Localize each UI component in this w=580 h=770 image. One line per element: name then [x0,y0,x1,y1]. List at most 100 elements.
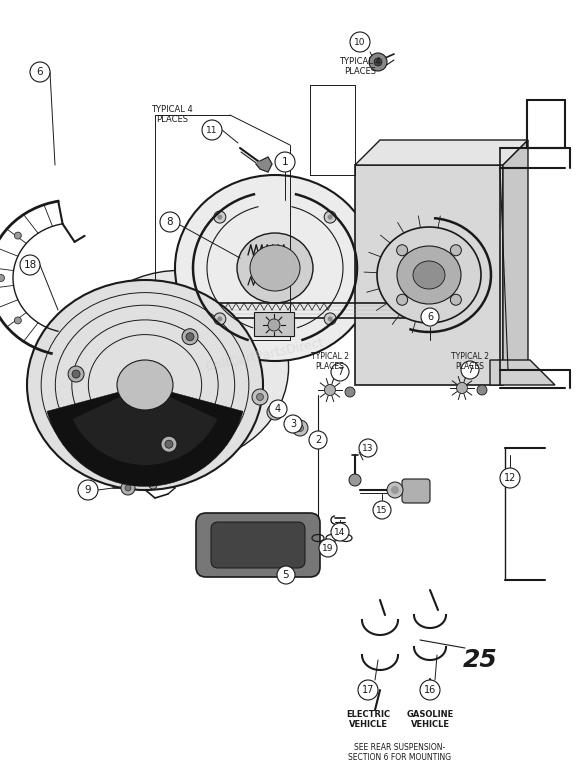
Circle shape [160,212,180,232]
Circle shape [328,215,333,219]
Text: TYPICAL 4
PLACES: TYPICAL 4 PLACES [339,57,381,76]
Text: 9: 9 [85,485,91,495]
Circle shape [358,680,378,700]
Circle shape [296,424,303,431]
Ellipse shape [377,227,481,323]
Polygon shape [256,157,272,172]
Polygon shape [503,140,528,385]
Text: 11: 11 [206,126,218,135]
Circle shape [186,333,194,341]
Text: SEE REAR SUSPENSION-
SECTION 6 FOR MOUNTING: SEE REAR SUSPENSION- SECTION 6 FOR MOUNT… [349,743,452,762]
Circle shape [72,370,80,378]
Circle shape [324,384,335,396]
FancyBboxPatch shape [402,479,430,503]
Circle shape [0,274,5,282]
Circle shape [252,389,268,405]
Text: 13: 13 [362,444,374,453]
Circle shape [451,294,461,305]
Circle shape [461,361,479,379]
Circle shape [324,211,336,223]
Ellipse shape [413,261,445,289]
Text: 8: 8 [166,217,173,227]
Circle shape [269,400,287,418]
Circle shape [268,319,280,331]
FancyBboxPatch shape [355,165,503,385]
Circle shape [121,481,135,495]
Ellipse shape [237,233,313,303]
Text: TYPICAL 2
PLACES: TYPICAL 2 PLACES [451,352,489,371]
Text: GolfCartPartsDirect: GolfCartPartsDirect [205,336,325,374]
Text: 7: 7 [337,367,343,377]
Ellipse shape [397,246,461,304]
Circle shape [500,468,520,488]
Circle shape [387,482,403,498]
Text: 14: 14 [334,527,346,537]
Text: TYPICAL 2
PLACES: TYPICAL 2 PLACES [311,352,349,371]
Circle shape [78,480,98,500]
Circle shape [256,393,263,400]
Circle shape [218,316,222,321]
Circle shape [68,366,84,382]
Text: 25: 25 [463,648,498,672]
FancyBboxPatch shape [211,522,305,568]
Circle shape [359,439,377,457]
Circle shape [165,440,173,448]
Circle shape [349,474,361,486]
Text: 3: 3 [290,419,296,429]
Text: 4: 4 [275,404,281,414]
Wedge shape [47,385,243,487]
Circle shape [14,317,21,324]
Circle shape [421,308,439,326]
Polygon shape [355,140,528,165]
FancyBboxPatch shape [196,513,320,577]
Circle shape [319,539,337,557]
Circle shape [214,313,226,325]
Circle shape [477,385,487,395]
Circle shape [202,120,222,140]
Circle shape [149,481,157,489]
Circle shape [397,245,408,256]
Circle shape [331,363,349,381]
Circle shape [277,566,295,584]
Text: 10: 10 [354,38,366,46]
Circle shape [373,501,391,519]
Circle shape [161,436,177,452]
Circle shape [451,245,461,256]
Text: 12: 12 [504,473,516,483]
Circle shape [350,32,370,52]
Text: 16: 16 [424,685,436,695]
Text: 6: 6 [37,67,44,77]
Circle shape [284,415,302,433]
Circle shape [20,255,40,275]
Text: 18: 18 [23,260,37,270]
Circle shape [328,316,333,321]
Ellipse shape [250,245,300,291]
Ellipse shape [27,280,263,490]
Ellipse shape [117,360,173,410]
Circle shape [275,152,295,172]
Text: 15: 15 [376,505,388,514]
Circle shape [292,420,308,436]
Circle shape [391,486,399,494]
Circle shape [331,523,349,541]
Circle shape [218,215,222,219]
Text: ELECTRIC
VEHICLE: ELECTRIC VEHICLE [346,710,390,729]
Circle shape [456,383,467,393]
Circle shape [267,404,283,420]
Circle shape [214,211,226,223]
Wedge shape [72,385,218,465]
Circle shape [369,53,387,71]
Circle shape [309,431,327,449]
Text: 17: 17 [362,685,374,695]
Circle shape [420,680,440,700]
Text: TYPICAL 4
PLACES: TYPICAL 4 PLACES [151,105,193,125]
Circle shape [271,409,278,416]
Circle shape [14,232,21,239]
Circle shape [397,294,408,305]
Polygon shape [490,360,555,385]
Text: 6: 6 [427,312,433,322]
Ellipse shape [175,175,375,361]
Circle shape [30,62,50,82]
Circle shape [345,387,355,397]
Text: 1: 1 [282,157,288,167]
